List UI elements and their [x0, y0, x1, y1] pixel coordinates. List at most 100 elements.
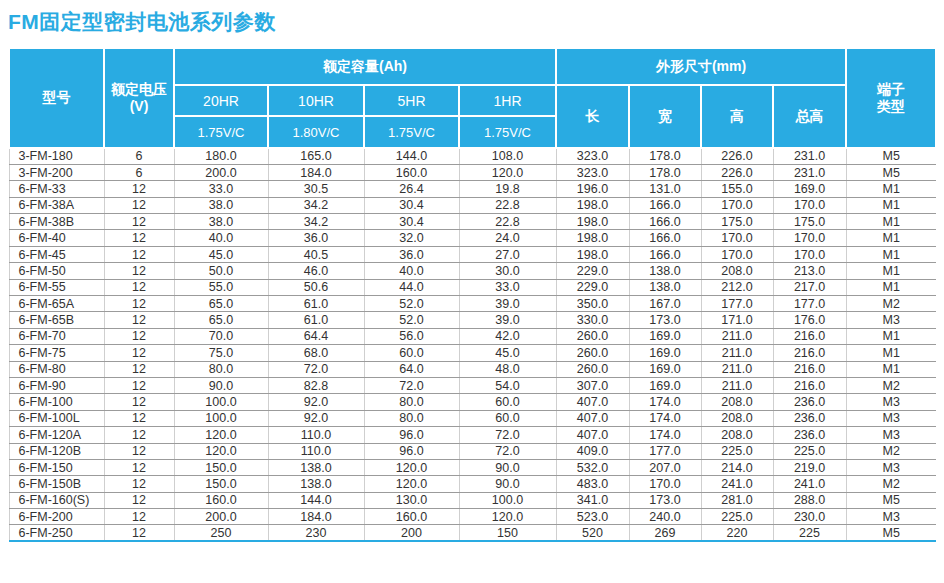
cell-capacity-5hr: 80.0 — [364, 394, 459, 410]
cell-height: 170.0 — [701, 246, 773, 262]
cell-width: 131.0 — [629, 181, 701, 197]
cell-height: 211.0 — [701, 361, 773, 377]
cell-model: 6-FM-55 — [9, 279, 104, 295]
cell-voltage: 12 — [104, 476, 174, 492]
cell-height: 208.0 — [701, 394, 773, 410]
header-1hr: 1HR — [459, 85, 556, 116]
cell-length: 483.0 — [556, 476, 629, 492]
cell-width: 169.0 — [629, 345, 701, 361]
cell-height: 212.0 — [701, 279, 773, 295]
cell-length: 196.0 — [556, 181, 629, 197]
cell-capacity-1hr: 150 — [459, 525, 556, 541]
cell-capacity-10hr: 230 — [268, 525, 364, 541]
cell-capacity-1hr: 120.0 — [459, 164, 556, 180]
cell-model: 6-FM-100 — [9, 394, 104, 410]
cell-terminal-type: M1 — [846, 328, 936, 344]
cell-capacity-10hr: 34.2 — [268, 214, 364, 230]
cell-terminal-type: M1 — [846, 345, 936, 361]
cell-capacity-1hr: 72.0 — [459, 443, 556, 459]
header-5hr: 5HR — [364, 85, 459, 116]
cell-voltage: 6 — [104, 164, 174, 180]
cell-capacity-20hr: 90.0 — [174, 377, 268, 393]
cell-terminal-type: M1 — [846, 214, 936, 230]
cell-width: 173.0 — [629, 312, 701, 328]
cell-total-height: 169.0 — [773, 181, 846, 197]
cell-capacity-20hr: 200.0 — [174, 164, 268, 180]
cell-length: 407.0 — [556, 427, 629, 443]
cell-capacity-1hr: 54.0 — [459, 377, 556, 393]
table-row: 6-FM-38A 12 38.0 34.2 30.4 22.8 198.0 16… — [9, 197, 936, 213]
cell-capacity-5hr: 26.4 — [364, 181, 459, 197]
cell-width: 174.0 — [629, 394, 701, 410]
cell-width: 207.0 — [629, 459, 701, 475]
cell-capacity-20hr: 40.0 — [174, 230, 268, 246]
cell-terminal-type: M1 — [846, 263, 936, 279]
cell-length: 260.0 — [556, 328, 629, 344]
cell-height: 208.0 — [701, 427, 773, 443]
cell-model: 6-FM-38A — [9, 197, 104, 213]
cell-capacity-10hr: 184.0 — [268, 164, 364, 180]
cell-terminal-type: M3 — [846, 394, 936, 410]
cell-width: 166.0 — [629, 214, 701, 230]
cell-voltage: 12 — [104, 361, 174, 377]
cell-model: 6-FM-100L — [9, 410, 104, 426]
table-body: 3-FM-180 6 180.0 165.0 144.0 108.0 323.0… — [9, 148, 936, 541]
cell-voltage: 12 — [104, 443, 174, 459]
table-row: 6-FM-38B 12 38.0 34.2 30.4 22.8 198.0 16… — [9, 214, 936, 230]
cell-height: 226.0 — [701, 164, 773, 180]
cell-total-height: 216.0 — [773, 345, 846, 361]
battery-spec-table: 型号 额定电压 (V) 额定容量(Ah) 外形尺寸(mm) 端子 类型 20HR… — [8, 47, 937, 542]
cell-capacity-10hr: 138.0 — [268, 459, 364, 475]
cell-capacity-20hr: 200.0 — [174, 509, 268, 525]
cell-height: 241.0 — [701, 476, 773, 492]
cell-voltage: 12 — [104, 279, 174, 295]
cell-voltage: 12 — [104, 410, 174, 426]
cell-voltage: 12 — [104, 312, 174, 328]
cell-capacity-10hr: 61.0 — [268, 312, 364, 328]
cell-capacity-10hr: 82.8 — [268, 377, 364, 393]
cell-length: 307.0 — [556, 377, 629, 393]
cell-model: 6-FM-150 — [9, 459, 104, 475]
cell-width: 178.0 — [629, 148, 701, 164]
header-20hr: 20HR — [174, 85, 268, 116]
cell-capacity-5hr: 32.0 — [364, 230, 459, 246]
cell-capacity-1hr: 22.8 — [459, 214, 556, 230]
cell-model: 6-FM-40 — [9, 230, 104, 246]
cell-capacity-10hr: 92.0 — [268, 394, 364, 410]
cell-model: 6-FM-65A — [9, 296, 104, 312]
cell-model: 6-FM-150B — [9, 476, 104, 492]
cell-capacity-10hr: 36.0 — [268, 230, 364, 246]
cell-capacity-10hr: 40.5 — [268, 246, 364, 262]
cell-capacity-10hr: 144.0 — [268, 492, 364, 508]
cell-voltage: 12 — [104, 328, 174, 344]
table-row: 6-FM-40 12 40.0 36.0 32.0 24.0 198.0 166… — [9, 230, 936, 246]
cell-capacity-1hr: 27.0 — [459, 246, 556, 262]
cell-voltage: 12 — [104, 377, 174, 393]
cell-capacity-1hr: 100.0 — [459, 492, 556, 508]
cell-capacity-10hr: 72.0 — [268, 361, 364, 377]
cell-total-height: 219.0 — [773, 459, 846, 475]
header-10hr: 10HR — [268, 85, 364, 116]
cell-height: 208.0 — [701, 410, 773, 426]
cell-voltage: 12 — [104, 296, 174, 312]
cell-terminal-type: M1 — [846, 279, 936, 295]
cell-capacity-20hr: 55.0 — [174, 279, 268, 295]
table-row: 6-FM-65A 12 65.0 61.0 52.0 39.0 350.0 16… — [9, 296, 936, 312]
cell-total-height: 231.0 — [773, 148, 846, 164]
table-row: 6-FM-80 12 80.0 72.0 64.0 48.0 260.0 169… — [9, 361, 936, 377]
cell-length: 198.0 — [556, 230, 629, 246]
cell-model: 3-FM-200 — [9, 164, 104, 180]
cell-voltage: 6 — [104, 148, 174, 164]
cell-height: 170.0 — [701, 197, 773, 213]
cell-capacity-1hr: 45.0 — [459, 345, 556, 361]
cell-capacity-1hr: 24.0 — [459, 230, 556, 246]
cell-capacity-5hr: 30.4 — [364, 197, 459, 213]
cell-width: 174.0 — [629, 427, 701, 443]
cell-length: 341.0 — [556, 492, 629, 508]
cell-terminal-type: M1 — [846, 246, 936, 262]
cell-height: 214.0 — [701, 459, 773, 475]
table-row: 6-FM-33 12 33.0 30.5 26.4 19.8 196.0 131… — [9, 181, 936, 197]
cell-capacity-5hr: 30.4 — [364, 214, 459, 230]
cell-capacity-10hr: 30.5 — [268, 181, 364, 197]
page-title: FM固定型密封电池系列参数 — [8, 8, 936, 36]
